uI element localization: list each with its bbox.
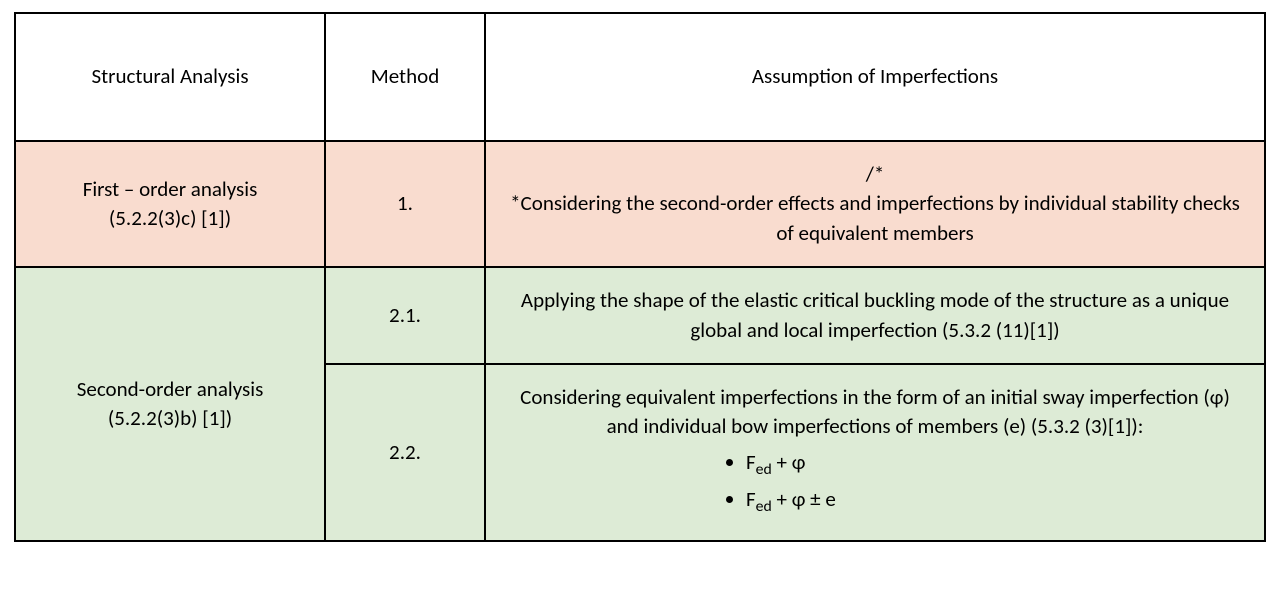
row-first-order: First – order analysis (5.2.2(3)c) [1]) … [15, 141, 1265, 267]
header-method: Method [325, 13, 485, 141]
cell-second-order-structural: Second-order analysis (5.2.2(3)b) [1]) [15, 267, 325, 541]
cell-first-order-structural: First – order analysis (5.2.2(3)c) [1]) [15, 141, 325, 267]
cell-assumption-21: Applying the shape of the elastic critic… [485, 267, 1265, 364]
first-order-assumption-mark: /* [506, 160, 1244, 189]
bullet-1: Fed + φ [746, 448, 1244, 481]
bullet-1-sub: ed [756, 460, 772, 479]
bullet-1-suffix: + φ [772, 449, 806, 475]
bullet-2: Fed + φ ± e [746, 485, 1244, 518]
cell-assumption-22: Considering equivalent imperfections in … [485, 364, 1265, 541]
bullet-2-prefix: F [746, 486, 756, 512]
second-order-ref: (5.2.2(3)b) [1]) [108, 405, 232, 431]
first-order-assumption-text: *Considering the second-order effects an… [506, 189, 1244, 248]
table-header-row: Structural Analysis Method Assumption of… [15, 13, 1265, 141]
bullet-2-suffix: + φ ± e [772, 486, 836, 512]
assumption-21-text: Applying the shape of the elastic critic… [506, 286, 1244, 345]
bullet-2-sub: ed [756, 497, 772, 516]
assumption-22-intro: Considering equivalent imperfections in … [506, 383, 1244, 442]
first-order-title: First – order analysis [83, 176, 258, 202]
analysis-table: Structural Analysis Method Assumption of… [14, 12, 1266, 542]
second-order-title: Second-order analysis [77, 376, 264, 402]
assumption-22-bullets: Fed + φ Fed + φ ± e [506, 448, 1244, 518]
cell-first-order-method: 1. [325, 141, 485, 267]
row-second-order-21: Second-order analysis (5.2.2(3)b) [1]) 2… [15, 267, 1265, 364]
header-assumption: Assumption of Imperfections [485, 13, 1265, 141]
header-structural: Structural Analysis [15, 13, 325, 141]
bullet-1-prefix: F [746, 449, 756, 475]
cell-method-21: 2.1. [325, 267, 485, 364]
cell-method-22: 2.2. [325, 364, 485, 541]
cell-first-order-assumption: /* *Considering the second-order effects… [485, 141, 1265, 267]
first-order-ref: (5.2.2(3)c) [1]) [109, 205, 231, 231]
